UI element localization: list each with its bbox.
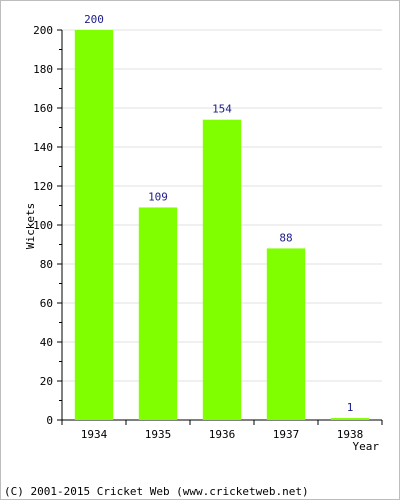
bar-1935 <box>138 207 178 420</box>
data-label-1938: 1 <box>347 401 354 414</box>
data-labels: 200 109 154 88 1 <box>84 13 353 414</box>
data-label-1934: 200 <box>84 13 104 26</box>
bar-1936 <box>202 119 242 420</box>
y-axis-title: Wickets <box>24 203 37 249</box>
x-tick-label: 1936 <box>209 428 236 441</box>
x-tick-label: 1934 <box>81 428 108 441</box>
y-tick-label: 20 <box>40 375 53 388</box>
bar-1937 <box>266 248 306 420</box>
y-tick-label: 180 <box>33 63 53 76</box>
copyright-footer: (C) 2001-2015 Cricket Web (www.cricketwe… <box>4 485 309 498</box>
y-tick-label: 0 <box>46 414 53 427</box>
data-label-1937: 88 <box>279 231 292 244</box>
y-tick-label: 60 <box>40 297 53 310</box>
x-tick-label: 1935 <box>145 428 172 441</box>
y-tick-label: 200 <box>33 24 53 37</box>
x-axis-title: Year <box>353 440 380 453</box>
y-tick-label: 40 <box>40 336 53 349</box>
y-tick-label: 80 <box>40 258 53 271</box>
x-tick-label: 1937 <box>273 428 300 441</box>
bar-1938 <box>330 418 370 420</box>
y-axis-ticks: 0 20 40 60 80 100 120 140 160 180 200 <box>33 24 62 427</box>
y-tick-label: 120 <box>33 180 53 193</box>
bars <box>74 30 370 420</box>
grid-lines <box>62 29 382 382</box>
x-tick-label: 1938 <box>337 428 364 441</box>
data-label-1936: 154 <box>212 103 232 116</box>
data-label-1935: 109 <box>148 190 168 203</box>
y-tick-label: 140 <box>33 141 53 154</box>
y-tick-label: 100 <box>33 219 53 232</box>
y-tick-label: 160 <box>33 102 53 115</box>
bar-1934 <box>74 30 114 420</box>
x-axis-ticks: 1934 1935 1936 1937 1938 <box>61 420 383 441</box>
